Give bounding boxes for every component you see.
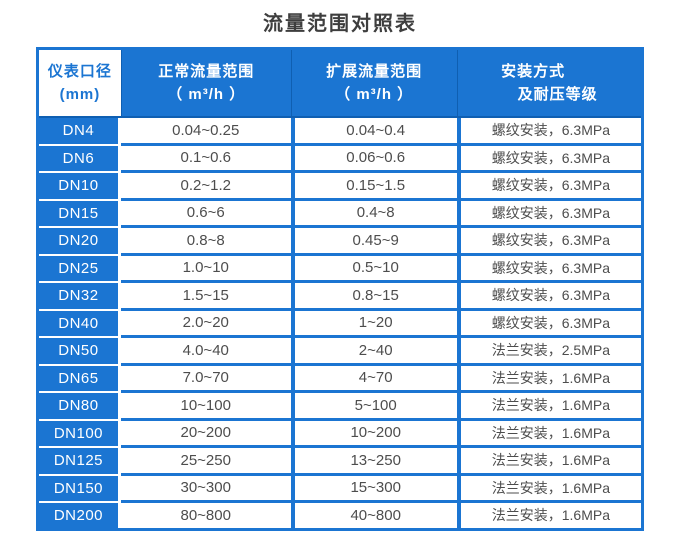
header-cell-normal-flow: 正常流量范围 （ m³/h ） (120, 50, 291, 118)
table-row: DN100 20~200 10~200 法兰安装，1.6MPa (39, 420, 641, 448)
install-cell: 螺纹安装，6.3MPa (456, 228, 641, 256)
extended-flow-cell: 13~250 (290, 448, 457, 476)
install-cell: 螺纹安装，6.3MPa (456, 145, 641, 173)
dn-cell: DN6 (39, 145, 121, 173)
install-cell: 螺纹安装，6.3MPa (456, 118, 641, 146)
table-row: DN150 30~300 15~300 法兰安装，1.6MPa (39, 475, 641, 503)
table-row: DN4 0.04~0.25 0.04~0.4 螺纹安装，6.3MPa (39, 118, 641, 146)
table-row: DN200 80~800 40~800 法兰安装，1.6MPa (39, 503, 641, 528)
page-title: 流量范围对照表 (263, 13, 417, 35)
extended-flow-cell: 0.15~1.5 (290, 173, 457, 201)
table-row: DN32 1.5~15 0.8~15 螺纹安装，6.3MPa (39, 283, 641, 311)
dn-cell: DN20 (39, 228, 121, 256)
header-install-line2: 及耐压等级 (517, 86, 598, 103)
table-row: DN10 0.2~1.2 0.15~1.5 螺纹安装，6.3MPa (39, 173, 641, 201)
install-cell: 螺纹安装，6.3MPa (456, 283, 641, 311)
normal-flow-cell: 2.0~20 (120, 310, 291, 338)
extended-flow-cell: 0.04~0.4 (290, 118, 457, 146)
extended-flow-cell: 0.8~15 (290, 283, 457, 311)
dn-cell: DN150 (39, 475, 121, 503)
normal-flow-cell: 80~800 (120, 503, 291, 528)
flow-range-table: 仪表口径 (mm) 正常流量范围 （ m³/h ） 扩展流量范围 （ m³/h … (39, 50, 641, 528)
dn-cell: DN80 (39, 393, 121, 421)
install-cell: 法兰安装，1.6MPa (456, 475, 641, 503)
install-cell: 螺纹安装，6.3MPa (456, 310, 641, 338)
table-row: DN80 10~100 5~100 法兰安装，1.6MPa (39, 393, 641, 421)
normal-flow-cell: 20~200 (120, 420, 291, 448)
extended-flow-cell: 0.45~9 (290, 228, 457, 256)
header-cell-diameter: 仪表口径 (mm) (39, 50, 121, 118)
dn-cell: DN100 (39, 420, 121, 448)
install-cell: 法兰安装，1.6MPa (456, 365, 641, 393)
install-cell: 螺纹安装，6.3MPa (456, 200, 641, 228)
install-cell: 法兰安装，1.6MPa (456, 393, 641, 421)
header-normal-line2: （ m³/h ） (167, 86, 246, 103)
header-install-wrap: 安装方式 及耐压等级 (501, 60, 598, 107)
table-body: DN4 0.04~0.25 0.04~0.4 螺纹安装，6.3MPa DN6 0… (39, 118, 641, 528)
table-row: DN65 7.0~70 4~70 法兰安装，1.6MPa (39, 365, 641, 393)
normal-flow-cell: 7.0~70 (120, 365, 291, 393)
table-header: 仪表口径 (mm) 正常流量范围 （ m³/h ） 扩展流量范围 （ m³/h … (39, 50, 641, 118)
dn-cell: DN200 (39, 503, 121, 528)
install-cell: 法兰安装，1.6MPa (456, 420, 641, 448)
normal-flow-cell: 0.04~0.25 (120, 118, 291, 146)
table-row: DN20 0.8~8 0.45~9 螺纹安装，6.3MPa (39, 228, 641, 256)
extended-flow-cell: 15~300 (290, 475, 457, 503)
dn-cell: DN15 (39, 200, 121, 228)
dn-cell: DN32 (39, 283, 121, 311)
normal-flow-cell: 0.8~8 (120, 228, 291, 256)
table-row: DN6 0.1~0.6 0.06~0.6 螺纹安装，6.3MPa (39, 145, 641, 173)
header-extended-line1: 扩展流量范围 (326, 62, 423, 80)
table-row: DN25 1.0~10 0.5~10 螺纹安装，6.3MPa (39, 255, 641, 283)
install-cell: 螺纹安装，6.3MPa (456, 255, 641, 283)
dn-cell: DN50 (39, 338, 121, 366)
extended-flow-cell: 5~100 (290, 393, 457, 421)
table-row: DN50 4.0~40 2~40 法兰安装，2.5MPa (39, 338, 641, 366)
flow-range-table-wrapper: 仪表口径 (mm) 正常流量范围 （ m³/h ） 扩展流量范围 （ m³/h … (36, 47, 644, 531)
extended-flow-cell: 2~40 (290, 338, 457, 366)
extended-flow-cell: 1~20 (290, 310, 457, 338)
header-row: 仪表口径 (mm) 正常流量范围 （ m³/h ） 扩展流量范围 （ m³/h … (39, 50, 641, 118)
normal-flow-cell: 10~100 (120, 393, 291, 421)
header-cell-install: 安装方式 及耐压等级 (456, 50, 641, 118)
dn-cell: DN4 (39, 118, 121, 146)
extended-flow-cell: 0.06~0.6 (290, 145, 457, 173)
normal-flow-cell: 1.5~15 (120, 283, 291, 311)
table-row: DN125 25~250 13~250 法兰安装，1.6MPa (39, 448, 641, 476)
extended-flow-cell: 40~800 (290, 503, 457, 528)
header-cell-extended-flow: 扩展流量范围 （ m³/h ） (290, 50, 457, 118)
header-normal-line1: 正常流量范围 (158, 62, 255, 80)
dn-cell: DN25 (39, 255, 121, 283)
normal-flow-cell: 0.2~1.2 (120, 173, 291, 201)
install-cell: 法兰安装，1.6MPa (456, 503, 641, 528)
extended-flow-cell: 0.4~8 (290, 200, 457, 228)
header-diameter-line1: 仪表口径 (47, 62, 112, 80)
dn-cell: DN65 (39, 365, 121, 393)
normal-flow-cell: 30~300 (120, 475, 291, 503)
extended-flow-cell: 0.5~10 (290, 255, 457, 283)
install-cell: 法兰安装，1.6MPa (456, 448, 641, 476)
extended-flow-cell: 10~200 (290, 420, 457, 448)
header-extended-line2: （ m³/h ） (335, 86, 414, 103)
dn-cell: DN40 (39, 310, 121, 338)
table-row: DN40 2.0~20 1~20 螺纹安装，6.3MPa (39, 310, 641, 338)
header-diameter-line2: (mm) (59, 86, 101, 103)
normal-flow-cell: 4.0~40 (120, 338, 291, 366)
normal-flow-cell: 25~250 (120, 448, 291, 476)
header-install-line1: 安装方式 (501, 62, 566, 80)
install-cell: 螺纹安装，6.3MPa (456, 173, 641, 201)
normal-flow-cell: 0.6~6 (120, 200, 291, 228)
table-row: DN15 0.6~6 0.4~8 螺纹安装，6.3MPa (39, 200, 641, 228)
normal-flow-cell: 0.1~0.6 (120, 145, 291, 173)
dn-cell: DN10 (39, 173, 121, 201)
install-cell: 法兰安装，2.5MPa (456, 338, 641, 366)
dn-cell: DN125 (39, 448, 121, 476)
normal-flow-cell: 1.0~10 (120, 255, 291, 283)
extended-flow-cell: 4~70 (290, 365, 457, 393)
